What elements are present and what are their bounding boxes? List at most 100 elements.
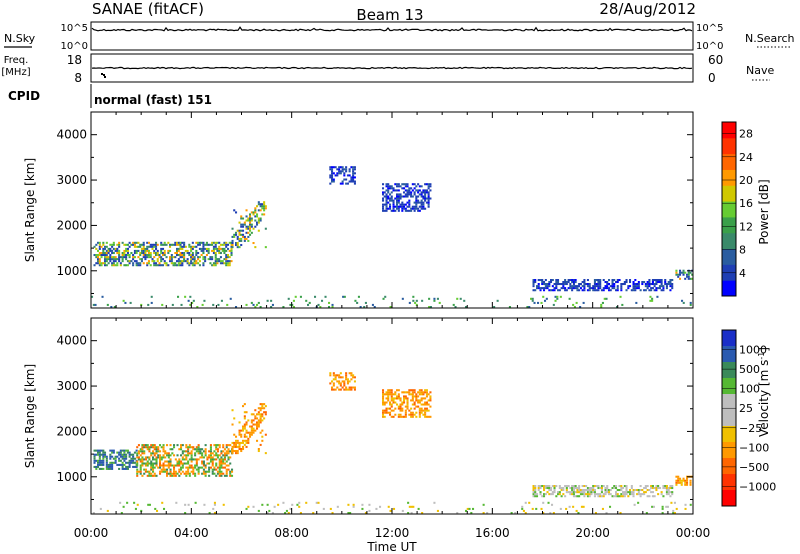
range-gate-cell: [187, 470, 190, 473]
range-gate-cell: [197, 472, 200, 475]
range-gate-cell: [257, 450, 260, 453]
range-gate-cell: [164, 456, 167, 459]
range-gate-cell: [139, 264, 142, 267]
range-gate-cell: [548, 281, 551, 284]
range-gate-cell: [240, 433, 243, 436]
range-gate-cell: [417, 207, 420, 210]
range-gate-cell: [187, 450, 190, 453]
range-gate-cell: [259, 209, 262, 212]
range-gate-cell: [389, 411, 392, 414]
range-gate-cell: [667, 489, 670, 492]
range-gate-cell: [142, 241, 145, 244]
range-gate-cell: [183, 462, 186, 465]
range-gate-cell: [184, 245, 187, 248]
range-gate-cell: [562, 493, 565, 496]
range-gate-cell: [339, 388, 342, 391]
range-gate-cell: [152, 444, 155, 447]
range-gate-cell: [257, 301, 260, 304]
range-gate-cell: [639, 493, 642, 496]
range-gate-cell: [411, 415, 414, 418]
range-gate-cell: [166, 464, 169, 467]
range-gate-cell: [385, 397, 388, 400]
range-gate-cell: [162, 446, 165, 449]
range-gate-cell: [627, 285, 630, 288]
range-gate-cell: [254, 219, 257, 222]
range-gate-cell: [129, 301, 132, 304]
range-gate-cell: [611, 495, 614, 498]
range-gate-cell: [238, 431, 241, 434]
range-gate-cell: [149, 243, 152, 246]
range-gate-cell: [212, 249, 215, 252]
range-gate-cell: [259, 205, 262, 208]
range-gate-cell: [98, 260, 101, 263]
range-gate-cell: [482, 512, 485, 515]
range-gate-cell: [235, 306, 238, 309]
range-gate-cell: [208, 454, 211, 457]
range-gate-cell: [392, 205, 395, 208]
range-gate-cell: [686, 477, 689, 480]
range-gate-cell: [160, 258, 163, 261]
range-gate-cell: [514, 512, 517, 515]
range-gate-cell: [227, 450, 230, 453]
range-gate-cell: [643, 491, 646, 494]
range-gate-cell: [146, 247, 149, 250]
range-gate-cell: [221, 260, 224, 263]
range-gate-cell: [385, 195, 388, 198]
range-gate-cell: [143, 446, 146, 449]
range-gate-cell: [220, 452, 223, 455]
range-gate-cell: [137, 264, 140, 267]
range-gate-cell: [539, 287, 542, 290]
range-gate-cell: [104, 258, 107, 261]
range-gate-cell: [558, 289, 561, 292]
range-gate-cell: [424, 389, 427, 392]
range-gate-cell: [396, 183, 399, 186]
range-gate-cell: [233, 443, 236, 446]
range-gate-cell: [242, 439, 245, 442]
range-gate-cell: [415, 197, 418, 200]
range-gate-cell: [223, 454, 226, 457]
range-gate-cell: [105, 455, 108, 458]
range-gate-cell: [171, 464, 174, 467]
range-gate-cell: [569, 287, 572, 290]
range-gate-cell: [243, 435, 246, 438]
range-gate-cell: [133, 245, 136, 248]
range-gate-cell: [338, 376, 341, 379]
range-gate-cell: [595, 279, 598, 282]
range-gate-cell: [548, 289, 551, 292]
range-gate-cell: [97, 249, 100, 252]
range-gate-cell: [169, 462, 172, 465]
range-gate-cell: [368, 503, 371, 506]
range-gate-cell: [657, 485, 660, 488]
range-gate-cell: [583, 485, 586, 488]
range-gate-cell: [544, 485, 547, 488]
range-gate-cell: [411, 395, 414, 398]
range-gate-cell: [209, 444, 212, 447]
range-gate-cell: [116, 463, 119, 466]
range-gate-cell: [382, 205, 385, 208]
range-gate-cell: [339, 384, 342, 387]
range-gate-cell: [651, 487, 654, 490]
range-gate-cell: [199, 448, 202, 451]
range-gate-cell: [387, 389, 390, 392]
range-gate-cell: [124, 301, 127, 304]
range-gate-cell: [270, 299, 273, 302]
range-gate-cell: [132, 258, 135, 261]
range-gate-cell: [408, 409, 411, 412]
range-gate-cell: [352, 180, 355, 183]
range-gate-cell: [140, 509, 143, 512]
range-gate-cell: [213, 450, 216, 453]
range-gate-cell: [689, 271, 692, 274]
range-gate-cell: [581, 493, 584, 496]
range-gate-cell: [285, 509, 288, 512]
range-gate-cell: [401, 201, 404, 204]
range-gate-cell: [648, 281, 651, 284]
range-gate-cell: [209, 456, 212, 459]
range-gate-cell: [192, 468, 195, 471]
range-gate-cell: [130, 461, 133, 464]
range-gate-cell: [412, 295, 415, 298]
colorbar-tick-label: −25: [739, 422, 762, 435]
range-gate-cell: [250, 223, 253, 226]
range-gate-cell: [352, 168, 355, 171]
range-gate-cell: [218, 245, 221, 248]
